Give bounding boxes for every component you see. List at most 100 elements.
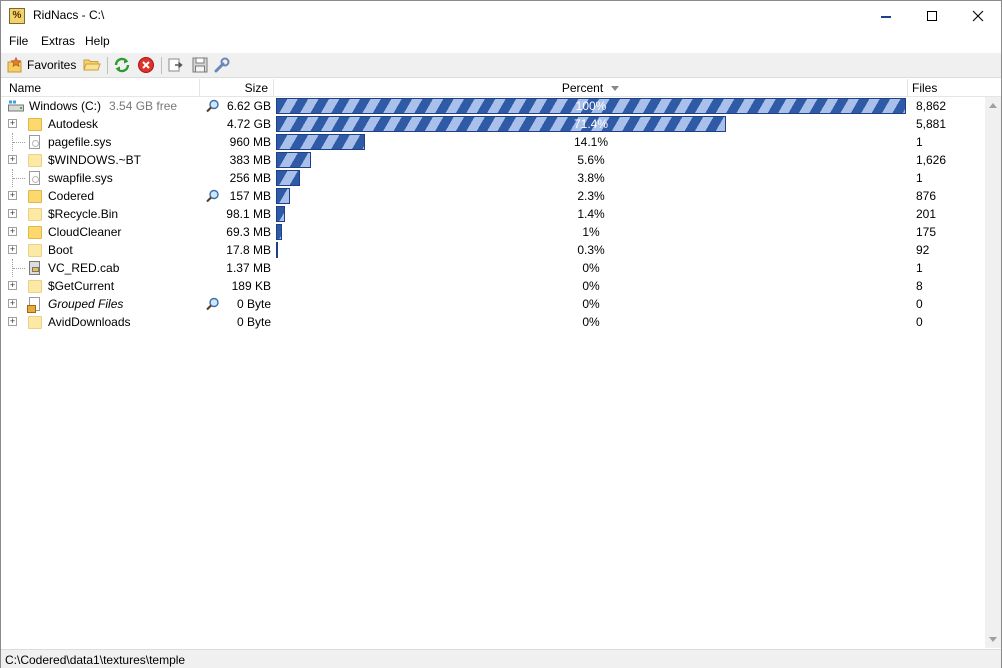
percent-bar bbox=[276, 134, 365, 150]
close-icon bbox=[972, 10, 984, 22]
window-title: RidNacs - C:\ bbox=[33, 8, 105, 22]
percent-cell: 0.3% bbox=[276, 242, 906, 258]
folder-icon bbox=[28, 314, 42, 330]
expand-plus-icon[interactable]: + bbox=[8, 190, 17, 200]
expand-plus-icon[interactable]: + bbox=[8, 118, 17, 128]
expand-plus-icon[interactable]: + bbox=[8, 154, 17, 164]
table-row[interactable]: VC_RED.cab 1.37 MB 0% 1 bbox=[1, 259, 985, 277]
table-row[interactable]: + Grouped Files 0 Byte 0% 0 bbox=[1, 295, 985, 313]
title-bar[interactable]: % RidNacs - C:\ bbox=[1, 1, 1001, 31]
table-row[interactable]: + Boot 17.8 MB 0.3% 92 bbox=[1, 241, 985, 259]
table-row[interactable]: + Autodesk 4.72 GB 71.4% 5,881 bbox=[1, 115, 985, 133]
folder-icon bbox=[28, 278, 42, 294]
percent-label: 1% bbox=[582, 225, 600, 239]
column-header-name[interactable]: Name bbox=[1, 79, 200, 97]
maximize-button[interactable] bbox=[909, 1, 955, 31]
percent-cell: 1% bbox=[276, 224, 906, 240]
item-name: AvidDownloads bbox=[48, 315, 131, 329]
tree-line bbox=[12, 169, 13, 187]
ridnacs-app-icon[interactable]: % bbox=[9, 8, 25, 24]
menu-file[interactable]: File bbox=[9, 34, 29, 48]
percent-label: 71.4% bbox=[573, 117, 609, 131]
favorites-star-icon bbox=[7, 57, 22, 73]
table-row[interactable]: + $WINDOWS.~BT 383 MB 5.6% 1,626 bbox=[1, 151, 985, 169]
refresh-icon bbox=[114, 57, 130, 73]
favorites-label: Favorites bbox=[27, 58, 77, 72]
save-button[interactable] bbox=[191, 56, 211, 75]
files-count: 1 bbox=[916, 261, 923, 275]
export-button[interactable] bbox=[167, 56, 187, 75]
size-value: 69.3 MB bbox=[226, 225, 271, 239]
size-value: 383 MB bbox=[229, 153, 271, 167]
table-row[interactable]: swapfile.sys 256 MB 3.8% 1 bbox=[1, 169, 985, 187]
magnifier-icon[interactable] bbox=[206, 297, 220, 311]
percent-cell: 0% bbox=[276, 296, 906, 312]
tree-line bbox=[12, 133, 13, 151]
root-drive-name: Windows (C:) 3.54 GB free bbox=[29, 99, 177, 113]
tree-line bbox=[12, 259, 13, 277]
file-icon bbox=[28, 170, 42, 186]
folder-icon bbox=[28, 206, 42, 222]
stop-icon bbox=[138, 57, 154, 73]
tree-connector bbox=[13, 268, 25, 269]
toolbar-separator bbox=[107, 57, 108, 74]
folder-icon bbox=[28, 242, 42, 258]
files-count: 5,881 bbox=[916, 117, 947, 131]
toolbar: Favorites bbox=[1, 53, 1001, 78]
percent-label: 1.4% bbox=[577, 207, 605, 221]
size-value: 17.8 MB bbox=[226, 243, 271, 257]
table-row[interactable]: + CloudCleaner 69.3 MB 1% 175 bbox=[1, 223, 985, 241]
column-header: Name Size Percent Files bbox=[1, 79, 1001, 97]
column-header-percent[interactable]: Percent bbox=[274, 79, 908, 97]
expand-plus-icon[interactable]: + bbox=[8, 226, 17, 236]
percent-bar bbox=[276, 152, 311, 168]
settings-button[interactable] bbox=[213, 56, 233, 75]
column-header-files[interactable]: Files bbox=[912, 81, 938, 95]
table-row[interactable]: pagefile.sys 960 MB 14.1% 1 bbox=[1, 133, 985, 151]
expand-plus-icon[interactable]: + bbox=[8, 208, 17, 218]
size-value: 4.72 GB bbox=[226, 117, 271, 131]
root-drive-row[interactable]: Windows (C:) 3.54 GB free 6.62 GB 100% 8,… bbox=[1, 97, 985, 115]
open-folder-button[interactable] bbox=[83, 56, 103, 75]
percent-cell: 0% bbox=[276, 260, 906, 276]
close-button[interactable] bbox=[955, 1, 1001, 31]
item-name: $WINDOWS.~BT bbox=[48, 153, 142, 167]
percent-label: 0% bbox=[582, 315, 600, 329]
menu-extras[interactable]: Extras bbox=[41, 34, 76, 48]
table-row[interactable]: + $GetCurrent 189 KB 0% 8 bbox=[1, 277, 985, 295]
vertical-scrollbar[interactable] bbox=[985, 97, 1001, 648]
expand-plus-icon[interactable]: + bbox=[8, 316, 17, 326]
percent-bar bbox=[276, 242, 278, 258]
item-name: Grouped Files bbox=[48, 297, 124, 311]
folder-icon bbox=[28, 188, 42, 204]
item-name: Boot bbox=[48, 243, 73, 257]
scroll-down-icon[interactable] bbox=[989, 637, 997, 642]
files-count: 175 bbox=[916, 225, 937, 239]
favorites-button[interactable]: Favorites bbox=[5, 56, 77, 75]
refresh-button[interactable] bbox=[113, 56, 133, 75]
table-row[interactable]: + $Recycle.Bin 98.1 MB 1.4% 201 bbox=[1, 205, 985, 223]
stop-button[interactable] bbox=[137, 56, 157, 75]
expand-plus-icon[interactable]: + bbox=[8, 298, 17, 308]
save-disk-icon bbox=[192, 57, 208, 73]
table-row[interactable]: + AvidDownloads 0 Byte 0% 0 bbox=[1, 313, 985, 331]
files-count: 876 bbox=[916, 189, 937, 203]
percent-cell: 100% bbox=[276, 98, 906, 114]
percent-cell: 0% bbox=[276, 278, 906, 294]
table-row[interactable]: + Codered 157 MB 2.3% 876 bbox=[1, 187, 985, 205]
item-name: Autodesk bbox=[48, 117, 99, 131]
minimize-button[interactable] bbox=[863, 1, 909, 31]
item-name: VC_RED.cab bbox=[48, 261, 120, 275]
size-value: 960 MB bbox=[229, 135, 271, 149]
menu-help[interactable]: Help bbox=[85, 34, 110, 48]
magnifier-icon[interactable] bbox=[206, 99, 220, 113]
scroll-up-icon[interactable] bbox=[989, 103, 997, 108]
column-header-size[interactable]: Size bbox=[200, 79, 274, 97]
percent-label: 3.8% bbox=[577, 171, 605, 185]
percent-bar bbox=[276, 224, 282, 240]
percent-bar bbox=[276, 170, 300, 186]
folder-icon bbox=[28, 224, 42, 240]
expand-plus-icon[interactable]: + bbox=[8, 244, 17, 254]
magnifier-icon[interactable] bbox=[206, 189, 220, 203]
expand-plus-icon[interactable]: + bbox=[8, 280, 17, 290]
